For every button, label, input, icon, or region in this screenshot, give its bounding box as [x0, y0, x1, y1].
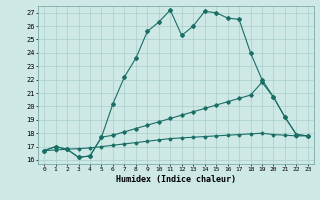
X-axis label: Humidex (Indice chaleur): Humidex (Indice chaleur): [116, 175, 236, 184]
